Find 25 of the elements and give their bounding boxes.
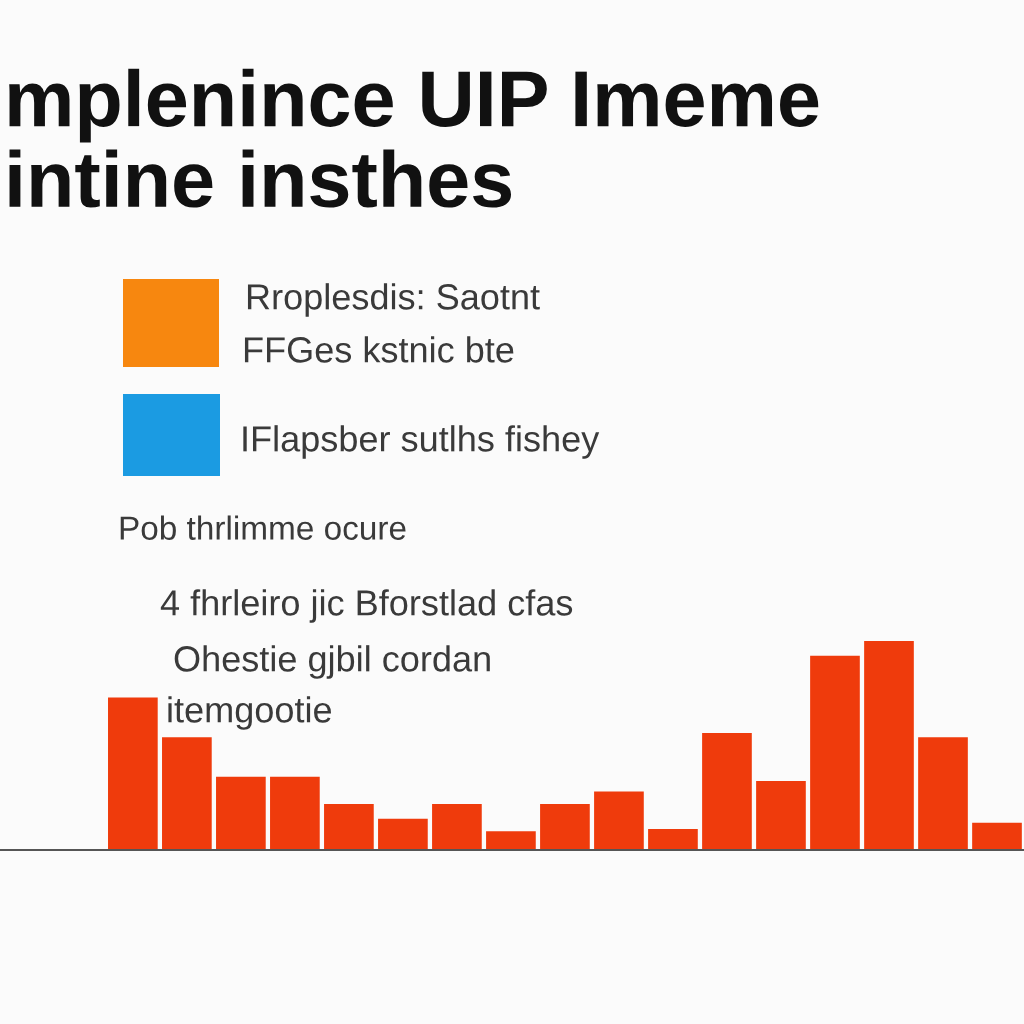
bar: [702, 732, 752, 850]
text: FFGes kstnic bte: [244, 336, 514, 363]
annotation: Ohestie gjbil cordan: [174, 645, 490, 679]
text: Pob thrlimme ocure: [120, 515, 406, 540]
text: Rroplesdis: Saotnt: [247, 283, 540, 317]
bar: [162, 737, 212, 850]
bar: [648, 829, 698, 850]
chart-title: mplenince UIP Imeme intine insthes: [9, 68, 819, 208]
bar: [756, 781, 806, 850]
bar: [918, 737, 968, 850]
bar: [486, 831, 536, 850]
text: 4 fhrleiro jic Bforstlad cfas: [160, 589, 573, 623]
bar: [864, 641, 914, 850]
bar: [108, 697, 158, 850]
bar: [432, 804, 482, 850]
text: IFlapsber sutlhs fishey: [243, 425, 600, 459]
bar: [810, 655, 860, 850]
bar: [270, 776, 320, 850]
bar: [594, 791, 644, 850]
annotation: itemgootie: [168, 696, 331, 730]
bar: [324, 804, 374, 850]
bar: [378, 818, 428, 850]
bar: [972, 822, 1022, 850]
bar: [540, 804, 590, 850]
bar: [216, 776, 266, 850]
